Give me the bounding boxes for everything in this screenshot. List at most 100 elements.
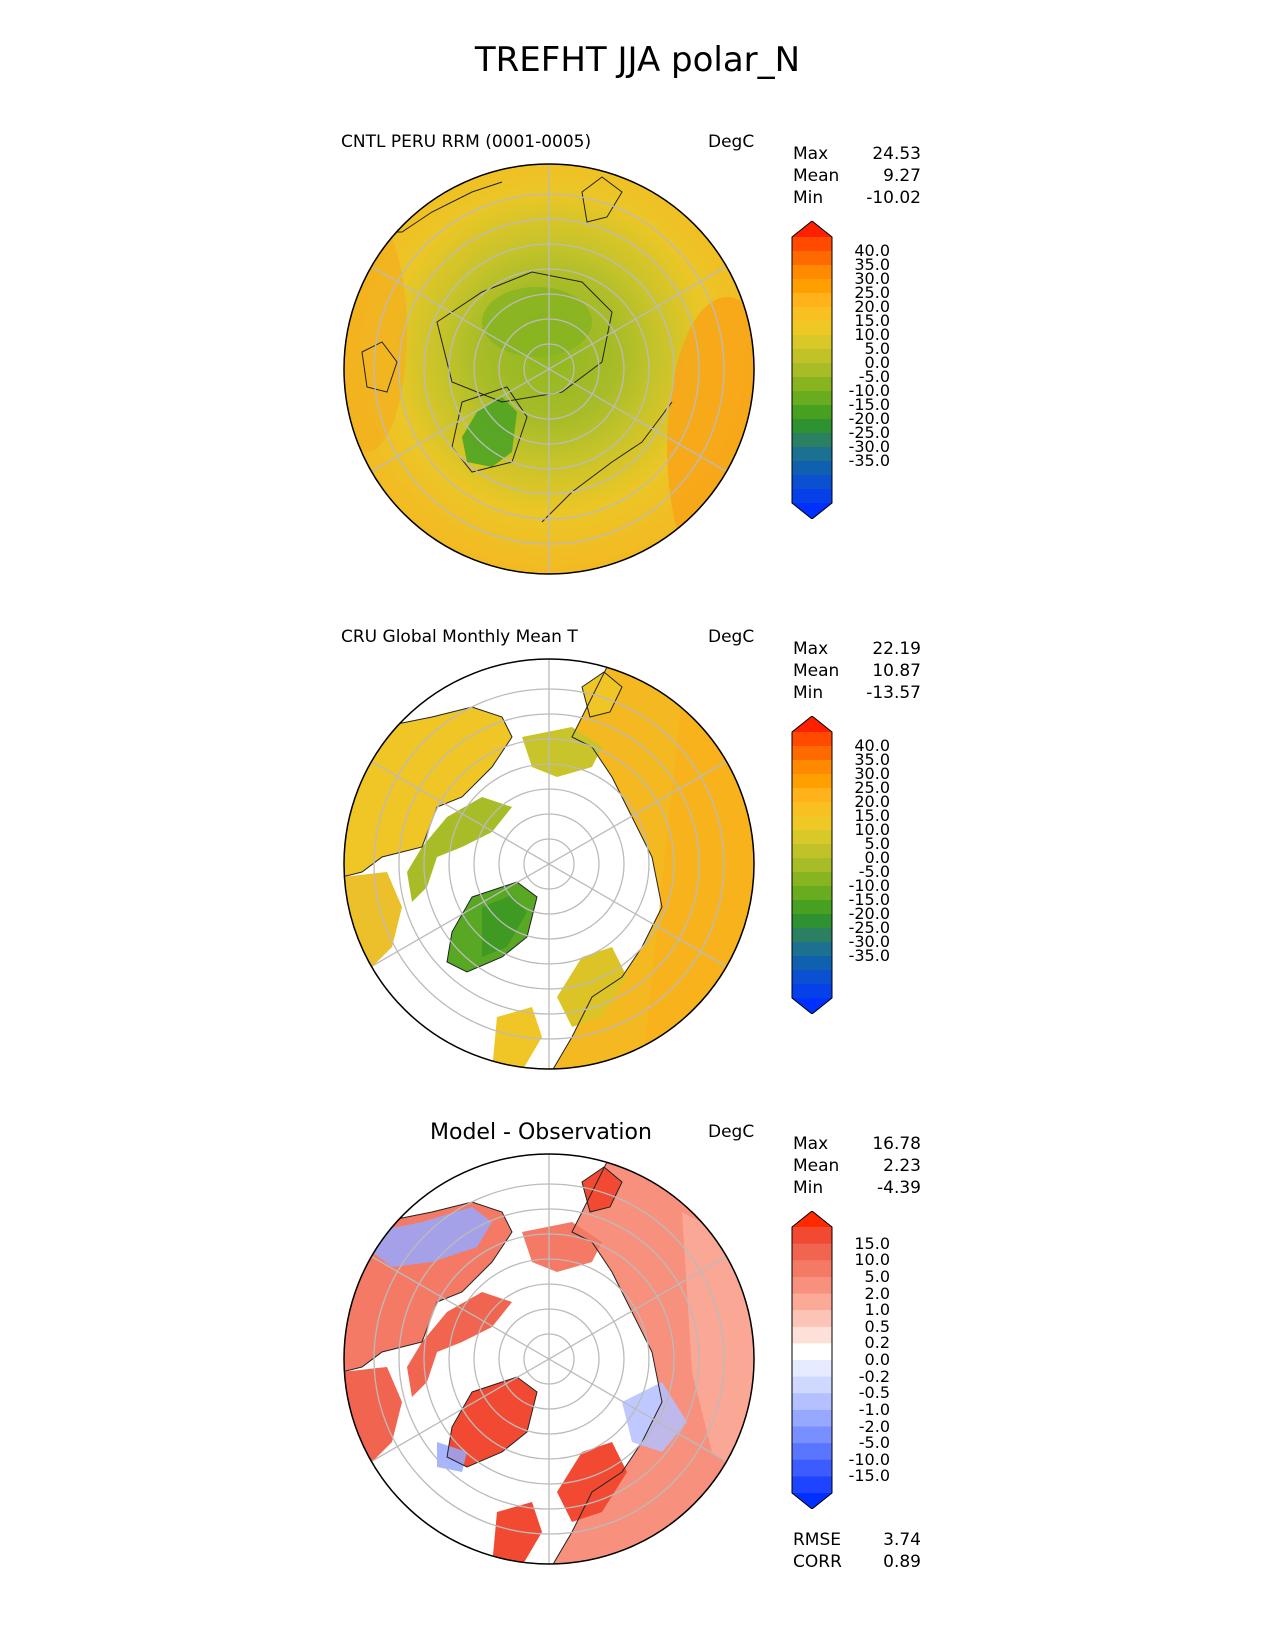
colorbar-tick-label: 5.0 xyxy=(864,1266,890,1286)
colorbar-tick-label: -1.0 xyxy=(858,1399,890,1419)
colorbar-segment xyxy=(792,251,832,266)
colorbar-segment xyxy=(792,1426,832,1444)
colorbar-tick-label: 35.0 xyxy=(854,750,890,769)
colorbar-tick-label: 15.0 xyxy=(854,311,890,330)
stats-box: Max 24.53 Mean 9.27 Min -10.02 xyxy=(793,143,921,209)
colorbar-segment xyxy=(792,984,832,999)
colorbar-tick-label: 40.0 xyxy=(854,736,890,755)
colorbar-outline xyxy=(791,716,833,1014)
metric-rmse: RMSE 3.74 xyxy=(793,1529,921,1551)
colorbar-tick-label: 0.0 xyxy=(864,848,890,867)
stat-label: Min xyxy=(793,683,824,703)
metric-label: RMSE xyxy=(793,1530,842,1550)
colorbar-extend-max xyxy=(792,221,832,237)
colorbar-segment xyxy=(792,293,832,308)
colorbar-segment xyxy=(792,475,832,490)
colorbar-segment xyxy=(792,489,832,504)
colorbar-segment xyxy=(792,914,832,929)
colorbar-temperature xyxy=(791,716,833,1014)
colorbar-segment xyxy=(792,1293,832,1311)
colorbar-segment xyxy=(792,419,832,434)
colorbar-tick-label: -5.0 xyxy=(858,1433,890,1453)
stat-value: 24.53 xyxy=(872,144,921,164)
colorbar-tick-label: -0.2 xyxy=(858,1366,890,1386)
colorbar-extend-max xyxy=(792,1211,832,1227)
colorbar-tick-label: -15.0 xyxy=(848,890,890,909)
colorbar-tick-label: 20.0 xyxy=(854,792,890,811)
colorbar-segment xyxy=(792,774,832,789)
colorbar-segment xyxy=(792,321,832,336)
stat-mean: Mean 10.87 xyxy=(793,660,921,682)
colorbar-segment xyxy=(792,377,832,392)
stats-box: Max 22.19 Mean 10.87 Min -13.57 xyxy=(793,638,921,704)
stat-value: -13.57 xyxy=(866,683,921,703)
colorbar-tick-label: 0.0 xyxy=(864,353,890,372)
colorbar-tick-label: -15.0 xyxy=(848,1466,890,1486)
stat-mean: Mean 9.27 xyxy=(793,165,921,187)
stat-value: 10.87 xyxy=(872,661,921,681)
colorbar-extend-min xyxy=(792,998,832,1014)
colorbar-tick-label: 15.0 xyxy=(854,1233,890,1253)
colorbar-segment xyxy=(792,433,832,448)
colorbar-segment xyxy=(792,872,832,887)
colorbar-segment xyxy=(792,746,832,761)
colorbar-segment xyxy=(792,830,832,845)
polar-map-model xyxy=(343,163,755,575)
colorbar-tick-label: -35.0 xyxy=(848,451,890,470)
colorbar-segment xyxy=(792,1409,832,1428)
colorbar-tick-label: -10.0 xyxy=(848,1449,890,1469)
colorbar-segment xyxy=(792,237,832,252)
colorbar-segment xyxy=(792,956,832,971)
colorbar-tick-label: 10.0 xyxy=(854,1250,890,1270)
colorbar-segment xyxy=(792,844,832,859)
colorbar-tick-label: 0.2 xyxy=(864,1333,890,1353)
stat-label: Min xyxy=(793,1178,824,1198)
colorbar-tick-label: 2.0 xyxy=(864,1283,890,1303)
colorbar-extend-min xyxy=(792,503,832,519)
colorbar-tick-label: -10.0 xyxy=(848,381,890,400)
stat-max: Max 16.78 xyxy=(793,1133,921,1155)
colorbar-tick-label: 15.0 xyxy=(854,806,890,825)
stat-mean: Mean 2.23 xyxy=(793,1155,921,1177)
colorbar-segment xyxy=(792,802,832,817)
panel-title: Model - Observation xyxy=(430,1120,652,1145)
stat-label: Max xyxy=(793,1134,829,1154)
units-label: DegC xyxy=(708,132,755,152)
colorbar-segment xyxy=(792,265,832,280)
stat-label: Mean xyxy=(793,166,840,186)
units-label: DegC xyxy=(708,1122,755,1142)
metrics-box: RMSE 3.74 CORR 0.89 xyxy=(793,1529,921,1573)
colorbar-segment xyxy=(792,970,832,985)
colorbar-extend-max xyxy=(792,716,832,732)
stat-max: Max 22.19 xyxy=(793,638,921,660)
colorbar-tick-label: 40.0 xyxy=(854,241,890,260)
colorbar-segment xyxy=(792,1376,832,1394)
colorbar-tick-label: -20.0 xyxy=(848,904,890,923)
polar-map-observation xyxy=(343,658,755,1070)
colorbar-segment xyxy=(792,1393,832,1411)
stat-label: Min xyxy=(793,188,824,208)
colorbar-segment xyxy=(792,858,832,873)
colorbar-tick-label: -35.0 xyxy=(848,946,890,965)
colorbar-segment xyxy=(792,391,832,406)
stat-value: 9.27 xyxy=(883,166,921,186)
colorbar-tick-label: -25.0 xyxy=(848,423,890,442)
panel-title: CRU Global Monthly Mean T xyxy=(341,627,578,647)
colorbar-segment xyxy=(792,886,832,901)
colorbar-outline xyxy=(791,221,833,519)
colorbar-segment xyxy=(792,405,832,420)
colorbar-tick-label: 30.0 xyxy=(854,269,890,288)
colorbar-outline xyxy=(791,1211,833,1509)
colorbar-segment xyxy=(792,363,832,378)
stat-min: Min -13.57 xyxy=(793,682,921,704)
colorbar-tick-label: -15.0 xyxy=(848,395,890,414)
stat-max: Max 24.53 xyxy=(793,143,921,165)
colorbar-segment xyxy=(792,1227,832,1245)
colorbar-tick-label: 5.0 xyxy=(864,834,890,853)
colorbar-tick-label: 35.0 xyxy=(854,255,890,274)
colorbar-segment xyxy=(792,447,832,462)
stat-label: Max xyxy=(793,144,829,164)
colorbar-tick-label: -2.0 xyxy=(858,1416,890,1436)
stat-label: Mean xyxy=(793,1156,840,1176)
colorbar-segment xyxy=(792,1476,832,1494)
